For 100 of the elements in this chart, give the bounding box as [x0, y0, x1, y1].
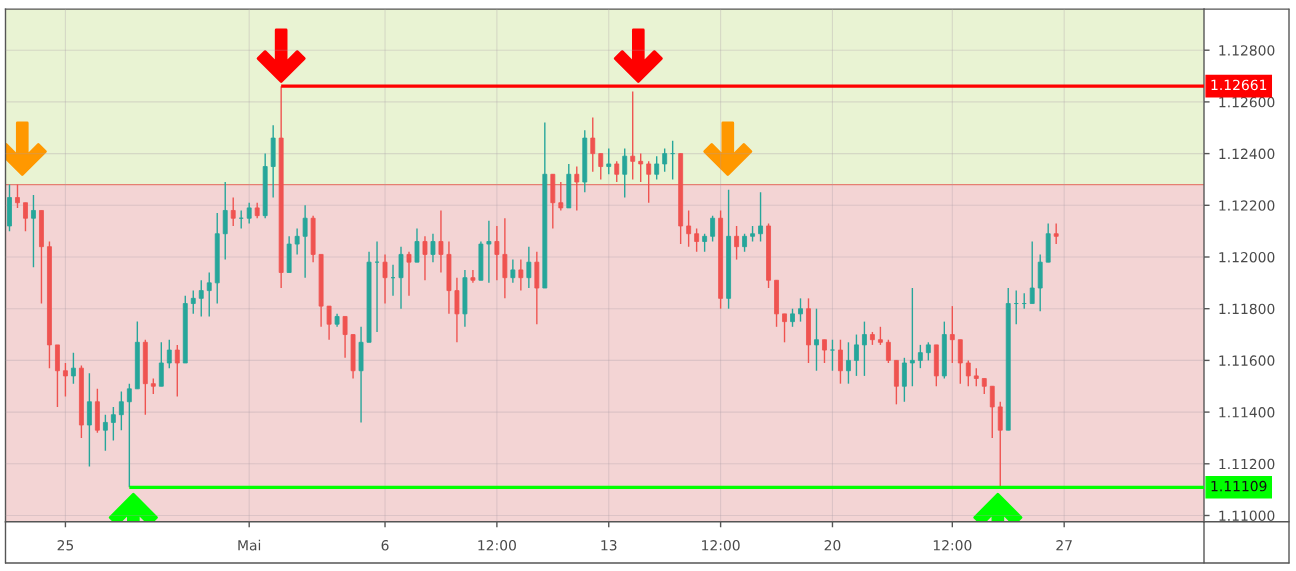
candlestick — [742, 233, 747, 253]
candlestick — [590, 116, 596, 173]
candlestick — [486, 220, 492, 284]
candlestick — [126, 382, 132, 489]
x-tick-label: 12:00 — [702, 540, 740, 551]
y-tick-label: 1.12200 — [1219, 200, 1275, 211]
candlestick — [63, 362, 68, 398]
y-tick-label: 1.11000 — [1219, 510, 1275, 521]
candlestick — [206, 271, 212, 318]
candlestick — [558, 181, 564, 212]
candlestick — [222, 181, 228, 261]
candlestick — [997, 401, 1003, 489]
candlestick — [662, 147, 668, 173]
candlestick — [909, 287, 915, 387]
candlestick — [326, 305, 332, 341]
candlestick — [901, 357, 907, 403]
candlestick — [877, 326, 883, 346]
candlestick — [406, 251, 412, 297]
candlestick — [166, 339, 172, 369]
y-tick-label: 1.11800 — [1219, 303, 1275, 315]
candlestick — [957, 339, 963, 385]
x-tick-label: 20 — [824, 540, 841, 551]
candlestick — [23, 202, 28, 232]
candlestick — [838, 339, 843, 385]
candlestick — [782, 313, 787, 343]
candlestick — [885, 339, 891, 364]
candlestick — [158, 341, 164, 387]
candlestick — [606, 147, 612, 175]
x-tick-label: 12:00 — [478, 540, 516, 551]
candlestick — [686, 209, 692, 248]
candlestick — [438, 209, 444, 274]
candlestick — [31, 194, 36, 269]
y-tick-label: 1.11400 — [1219, 407, 1275, 418]
candlestick — [973, 367, 979, 387]
candlestick — [734, 225, 739, 261]
candlestick — [190, 289, 196, 315]
x-tick-label: 25 — [57, 540, 74, 551]
candlestick — [830, 339, 835, 372]
candlestick — [110, 406, 116, 442]
candlestick — [414, 227, 420, 263]
candlestick — [965, 359, 971, 387]
candlestick — [102, 413, 108, 452]
candlestick — [638, 152, 644, 183]
candlestick — [925, 341, 931, 362]
candlestick — [518, 258, 524, 292]
candlestick — [630, 90, 636, 181]
candlestick — [422, 235, 428, 281]
candlestick — [382, 253, 388, 305]
candlestick — [790, 308, 795, 328]
ref-line-label: 1.11109 — [1211, 480, 1267, 492]
x-tick-label: 13 — [601, 540, 617, 551]
y-tick-label: 1.12400 — [1219, 148, 1275, 160]
candlestick — [294, 227, 300, 256]
candlestick — [454, 276, 460, 343]
candlestick — [622, 147, 628, 199]
candlestick — [854, 333, 859, 377]
candlestick — [198, 279, 204, 318]
candlestick — [574, 165, 580, 212]
candlestick — [342, 315, 348, 359]
candlestick — [71, 351, 76, 385]
candlestick — [510, 258, 516, 284]
candlestick — [598, 152, 604, 181]
y-tick-label: 1.12000 — [1219, 251, 1275, 263]
candlestick — [430, 233, 436, 263]
candlestick — [654, 155, 660, 181]
candlestick — [174, 344, 180, 398]
candlestick — [710, 214, 716, 243]
candlestick — [758, 191, 763, 243]
candlestick — [949, 305, 955, 364]
candlestick — [15, 183, 20, 209]
candlestick — [614, 160, 620, 183]
candlestick — [230, 196, 236, 227]
x-tick-label: 6 — [381, 540, 389, 551]
candlestick — [494, 225, 500, 281]
candlestick — [846, 341, 851, 385]
candlestick — [302, 204, 308, 279]
candlestick — [822, 339, 827, 364]
candlestick — [246, 202, 252, 225]
y-tick-label: 1.12600 — [1219, 96, 1275, 108]
candlestick — [862, 320, 867, 377]
y-tick-label: 1.11600 — [1219, 355, 1275, 366]
candlestick — [814, 308, 819, 372]
candlestick — [470, 269, 476, 284]
y-tick-label: 1.12800 — [1219, 45, 1275, 56]
candlestick — [1029, 240, 1035, 305]
candlestick — [118, 390, 124, 431]
candlestick — [798, 297, 803, 323]
candlestick — [398, 245, 404, 310]
ref-line-label: 1.12661 — [1211, 79, 1267, 91]
candlestick — [526, 245, 532, 289]
x-tick-label: 27 — [1056, 540, 1072, 551]
candlestick — [646, 160, 652, 204]
x-tick-label: Mai — [238, 539, 261, 551]
candlestick — [86, 372, 92, 468]
candlestick — [917, 344, 923, 369]
candlestick — [989, 385, 995, 439]
candlestick — [502, 217, 508, 300]
x-tick-label: 12:00 — [933, 540, 972, 551]
candlestick — [1053, 222, 1059, 245]
y-tick-label: 1.11200 — [1219, 458, 1275, 470]
